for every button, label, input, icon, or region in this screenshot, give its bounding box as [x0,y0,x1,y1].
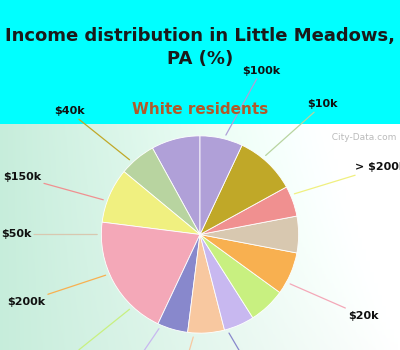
Text: $200k: $200k [7,275,106,307]
Text: City-Data.com: City-Data.com [326,133,396,141]
Wedge shape [200,187,297,234]
Text: $100k: $100k [226,66,280,135]
Text: $125k: $125k [229,333,285,350]
Wedge shape [101,222,200,324]
Text: $40k: $40k [54,106,130,160]
Wedge shape [102,172,200,234]
Text: $30k: $30k [54,309,130,350]
Text: $150k: $150k [3,172,103,200]
Text: $75k: $75k [102,329,159,350]
Text: $10k: $10k [266,99,338,155]
Wedge shape [200,145,286,234]
Wedge shape [200,234,253,330]
Wedge shape [200,136,242,235]
Text: White residents: White residents [132,102,268,117]
Wedge shape [158,234,200,332]
Text: $20k: $20k [290,284,378,321]
Text: $60k: $60k [159,337,193,350]
Wedge shape [200,234,280,318]
Text: $50k: $50k [1,230,97,239]
Wedge shape [152,136,200,235]
Wedge shape [188,234,224,333]
Wedge shape [200,234,297,293]
Wedge shape [200,216,299,253]
Text: Income distribution in Little Meadows,
PA (%): Income distribution in Little Meadows, P… [5,27,395,68]
Wedge shape [124,148,200,234]
Text: > $200k: > $200k [294,162,400,194]
